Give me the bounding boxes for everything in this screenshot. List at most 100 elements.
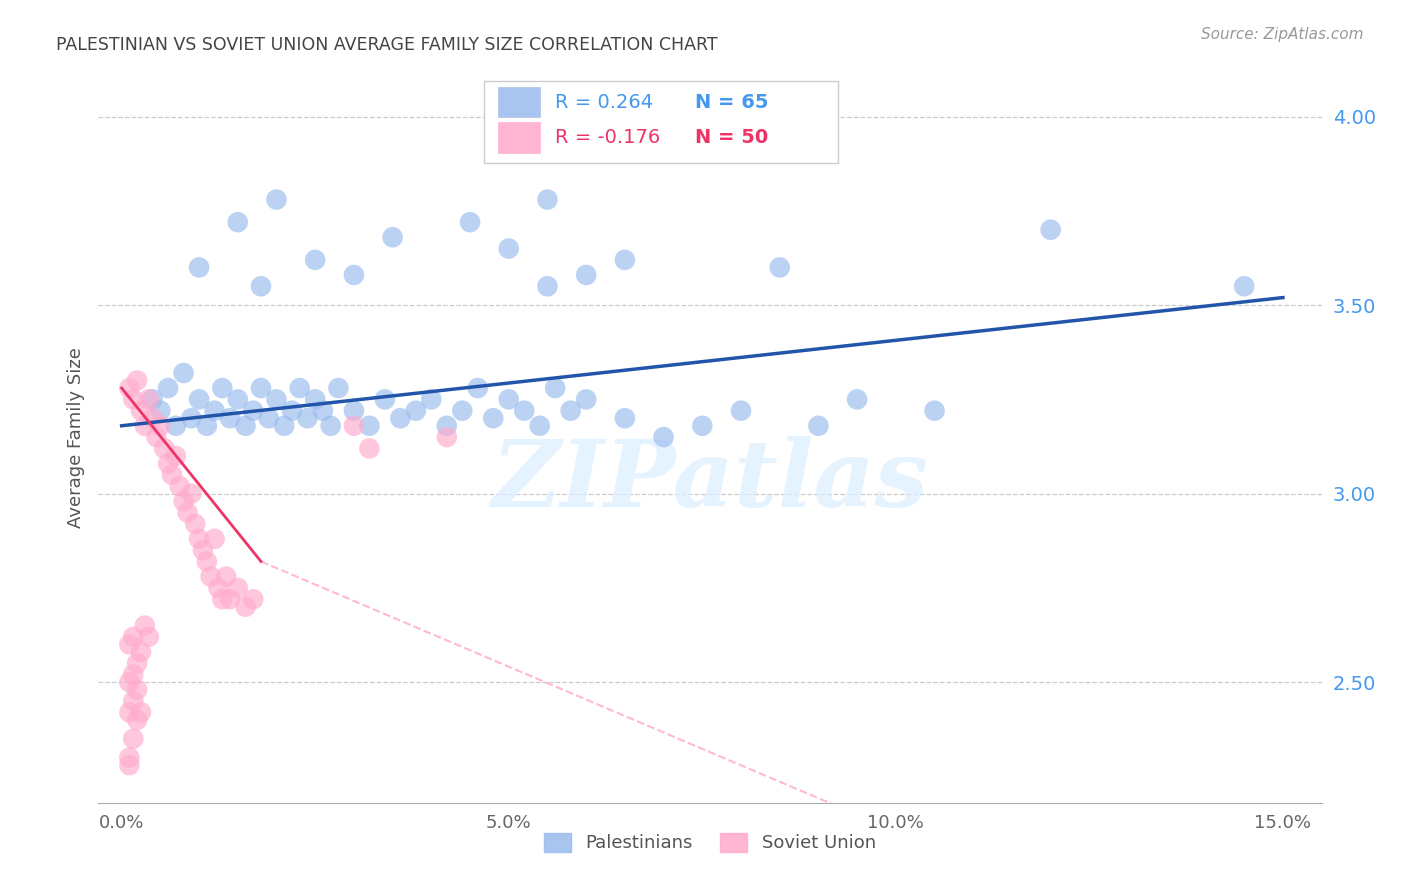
- Point: [118, 675, 141, 690]
- Point: [165, 449, 187, 463]
- Point: [176, 506, 198, 520]
- Point: [145, 430, 167, 444]
- Point: [165, 418, 187, 433]
- Point: [288, 381, 311, 395]
- Point: [1233, 279, 1256, 293]
- Point: [690, 418, 713, 433]
- Point: [374, 392, 396, 407]
- Point: [134, 418, 156, 433]
- Point: [529, 418, 551, 433]
- Point: [180, 486, 202, 500]
- Point: [127, 682, 149, 697]
- Point: [173, 366, 195, 380]
- Point: [467, 381, 489, 395]
- Legend: Palestinians, Soviet Union: Palestinians, Soviet Union: [537, 826, 883, 860]
- Point: [575, 392, 598, 407]
- Point: [343, 418, 366, 433]
- Point: [122, 630, 145, 644]
- Point: [319, 418, 342, 433]
- Point: [544, 381, 567, 395]
- Point: [328, 381, 350, 395]
- Point: [343, 268, 366, 282]
- Point: [235, 418, 257, 433]
- Point: [118, 706, 141, 720]
- Point: [405, 403, 427, 417]
- FancyBboxPatch shape: [484, 81, 838, 162]
- Point: [226, 215, 249, 229]
- Point: [127, 713, 149, 727]
- Point: [381, 230, 404, 244]
- Point: [343, 403, 366, 417]
- Point: [924, 403, 946, 417]
- Text: R = -0.176: R = -0.176: [555, 128, 659, 146]
- Point: [195, 418, 218, 433]
- Point: [134, 618, 156, 632]
- Point: [513, 403, 536, 417]
- Point: [122, 667, 145, 681]
- Point: [304, 252, 326, 267]
- Point: [207, 581, 229, 595]
- Point: [118, 381, 141, 395]
- Point: [1039, 223, 1062, 237]
- Point: [138, 630, 160, 644]
- Text: PALESTINIAN VS SOVIET UNION AVERAGE FAMILY SIZE CORRELATION CHART: PALESTINIAN VS SOVIET UNION AVERAGE FAMI…: [56, 36, 718, 54]
- Point: [173, 494, 195, 508]
- Point: [226, 392, 249, 407]
- Point: [122, 694, 145, 708]
- Point: [129, 403, 152, 417]
- Point: [149, 403, 172, 417]
- Point: [652, 430, 675, 444]
- Point: [138, 392, 160, 407]
- Point: [142, 411, 165, 425]
- Point: [142, 392, 165, 407]
- Point: [118, 637, 141, 651]
- Point: [188, 392, 211, 407]
- Point: [129, 645, 152, 659]
- Point: [273, 418, 295, 433]
- Point: [498, 392, 520, 407]
- Point: [846, 392, 869, 407]
- Point: [188, 532, 211, 546]
- Point: [242, 592, 264, 607]
- Point: [257, 411, 280, 425]
- Point: [242, 403, 264, 417]
- Point: [188, 260, 211, 275]
- Point: [129, 706, 152, 720]
- Point: [613, 411, 636, 425]
- FancyBboxPatch shape: [498, 87, 540, 118]
- Point: [160, 467, 183, 482]
- Point: [250, 381, 273, 395]
- Point: [312, 403, 335, 417]
- Point: [436, 418, 458, 433]
- Point: [215, 569, 238, 583]
- Point: [613, 252, 636, 267]
- Point: [200, 569, 222, 583]
- Point: [359, 418, 381, 433]
- Point: [195, 554, 218, 568]
- Point: [359, 442, 381, 456]
- Point: [235, 599, 257, 614]
- Point: [191, 543, 214, 558]
- Point: [127, 374, 149, 388]
- Point: [184, 516, 207, 531]
- Text: R = 0.264: R = 0.264: [555, 93, 652, 112]
- Text: N = 65: N = 65: [696, 93, 769, 112]
- Point: [149, 418, 172, 433]
- Point: [118, 758, 141, 772]
- Point: [122, 731, 145, 746]
- Point: [451, 403, 474, 417]
- Point: [560, 403, 582, 417]
- Point: [297, 411, 319, 425]
- Point: [536, 193, 558, 207]
- Point: [127, 657, 149, 671]
- Point: [389, 411, 412, 425]
- Y-axis label: Average Family Size: Average Family Size: [66, 347, 84, 527]
- Text: N = 50: N = 50: [696, 128, 769, 146]
- Point: [266, 193, 288, 207]
- Point: [180, 411, 202, 425]
- Point: [807, 418, 830, 433]
- Point: [769, 260, 792, 275]
- Point: [420, 392, 443, 407]
- Point: [157, 381, 180, 395]
- Point: [458, 215, 481, 229]
